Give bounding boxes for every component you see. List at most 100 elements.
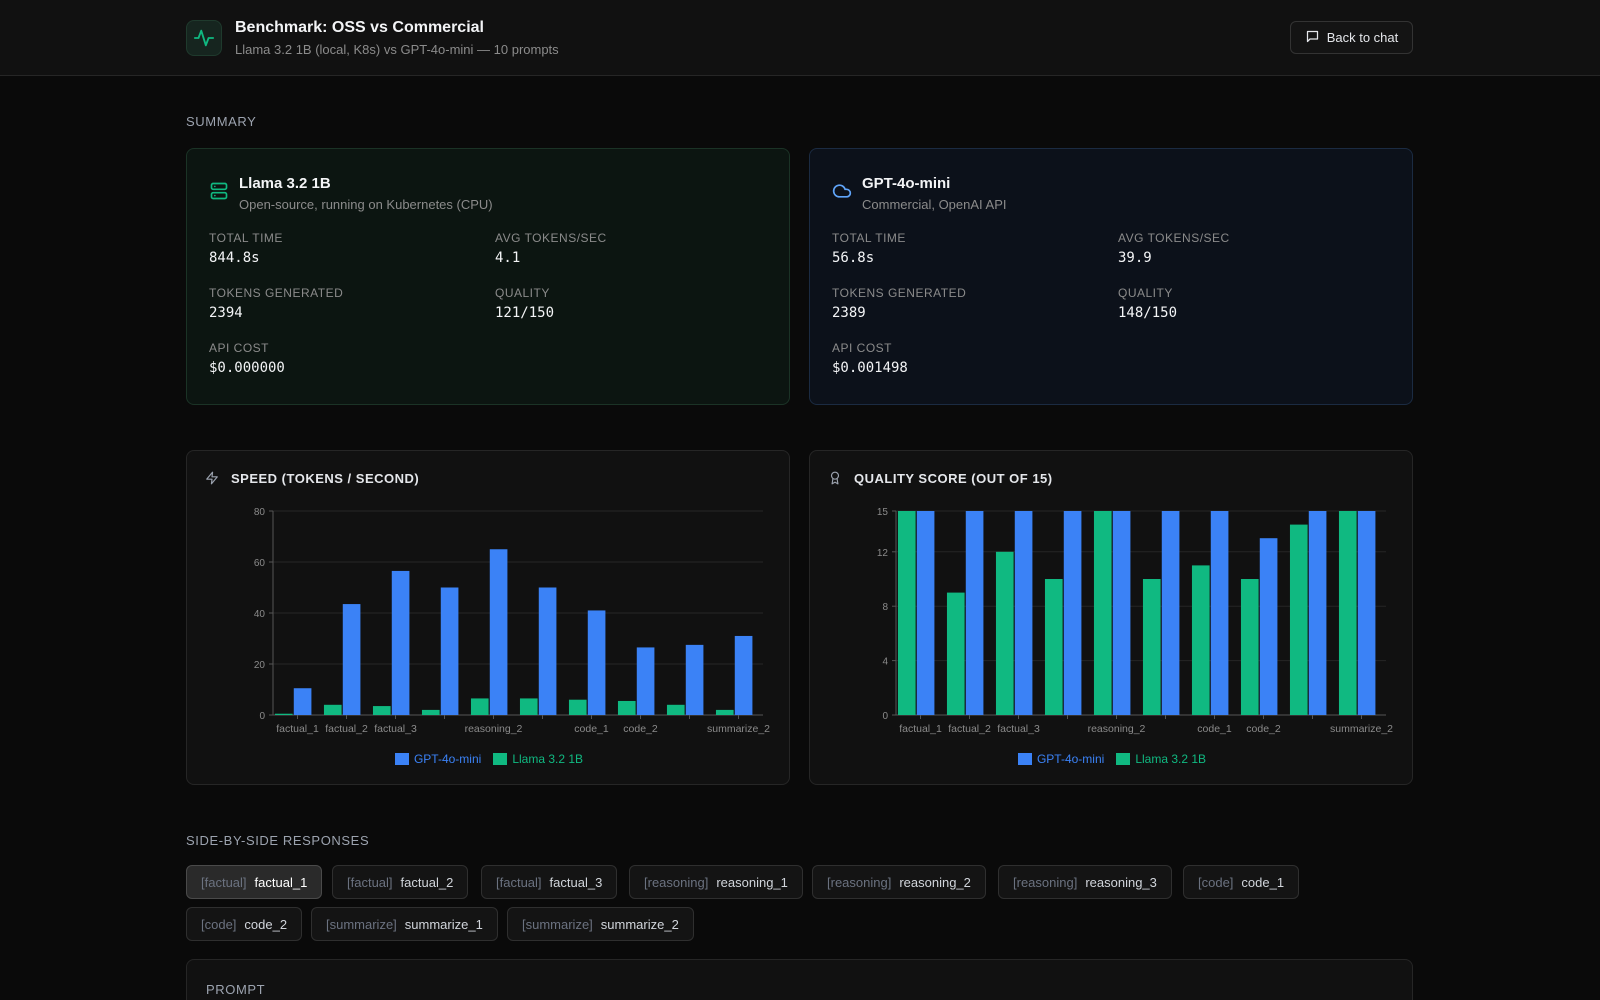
x-tick-label: factual_1 [276,723,319,735]
oss-stat-tokens: Tokens Generated 2394 [209,286,344,321]
bar-gpt-code_1 [1210,511,1229,715]
tab-factual_1[interactable]: [factual] factual_1 [186,865,323,899]
bar-gpt-reasoning_1 [440,587,459,715]
speed-chart-legend: GPT-4o-mini Llama 3.2 1B [187,752,791,766]
x-tick-label: code_1 [1197,723,1232,735]
tab-summarize_1[interactable]: [summarize] summarize_1 [311,907,498,941]
y-tick-label: 4 [882,657,888,668]
tab-reasoning_2[interactable]: [reasoning] reasoning_2 [812,865,986,899]
bar-llama-summarize_2 [1338,511,1357,715]
cloud-icon [832,181,852,206]
commercial-model-name: GPT-4o-mini [862,175,951,192]
bar-gpt-factual_3 [1014,511,1033,715]
bar-llama-summarize_2 [715,709,734,715]
x-tick-label: code_1 [574,723,609,735]
bar-llama-factual_3 [995,551,1014,715]
commercial-stat-avg-tps: Avg Tokens/Sec 39.9 [1118,231,1230,266]
bar-gpt-reasoning_3 [538,587,557,715]
summary-card-oss: Llama 3.2 1B Open-source, running on Kub… [186,148,790,405]
oss-stat-total-time: Total Time 844.8s [209,231,283,266]
tab-reasoning_1[interactable]: [reasoning] reasoning_1 [629,865,803,899]
bar-gpt-summarize_1 [1308,511,1327,715]
tab-summarize_2[interactable]: [summarize] summarize_2 [507,907,694,941]
quality-chart-legend: GPT-4o-mini Llama 3.2 1B [810,752,1414,766]
legend-gpt: GPT-4o-mini [1017,752,1104,766]
page-title: Benchmark: OSS vs Commercial [235,19,484,36]
prompt-card: Prompt [186,959,1413,1000]
y-tick-label: 60 [254,558,266,569]
lightning-icon [205,470,219,491]
server-icon [209,181,229,206]
top-bar: Benchmark: OSS vs Commercial Llama 3.2 1… [0,0,1600,76]
bar-llama-reasoning_1 [421,709,440,715]
bar-llama-code_1 [568,699,587,715]
back-to-chat-button[interactable]: Back to chat [1290,21,1413,54]
tab-code_2[interactable]: [code] code_2 [186,907,303,941]
page-subtitle: Llama 3.2 1B (local, K8s) vs GPT-4o-mini… [235,42,559,57]
y-tick-label: 8 [882,602,888,613]
chat-bubble-icon [1305,29,1320,47]
bar-llama-reasoning_2 [470,698,489,715]
bar-gpt-summarize_2 [734,635,753,715]
bar-gpt-code_2 [1259,538,1278,715]
bar-llama-factual_2 [946,592,965,715]
bar-llama-summarize_1 [666,704,685,715]
bar-gpt-factual_2 [342,604,361,715]
bar-llama-summarize_1 [1289,524,1308,715]
bar-llama-code_1 [1191,565,1210,715]
tab-reasoning_3[interactable]: [reasoning] reasoning_3 [998,865,1172,899]
commercial-stat-tokens: Tokens Generated 2389 [832,286,967,321]
bar-llama-reasoning_3 [519,698,538,715]
x-tick-label: factual_2 [325,723,368,735]
x-tick-label: summarize_2 [707,723,770,735]
speed-chart: 0 20 40 60 80 factual_1 factual_2 factual_3 reas… [254,507,770,735]
tab-factual_2[interactable]: [factual] factual_2 [332,865,469,899]
oss-stat-avg-tps: Avg Tokens/Sec 4.1 [495,231,607,266]
legend-llama: Llama 3.2 1B [1116,752,1206,766]
responses-heading: Side-by-side responses [186,833,370,848]
bar-llama-factual_1 [274,713,293,715]
commercial-model-desc: Commercial, OpenAI API [862,197,1007,212]
oss-model-desc: Open-source, running on Kubernetes (CPU) [239,197,493,212]
legend-llama: Llama 3.2 1B [493,752,583,766]
bar-llama-factual_3 [372,706,391,715]
oss-stat-quality: Quality 121/150 [495,286,555,321]
activity-icon [186,20,222,56]
x-tick-label: factual_1 [899,723,942,735]
bar-llama-reasoning_2 [1093,511,1112,715]
x-tick-label: factual_3 [374,723,417,735]
speed-chart-card: Speed (tokens / second) 0 20 40 60 80 factual… [186,450,790,785]
tab-factual_3[interactable]: [factual] factual_3 [481,865,618,899]
quality-chart-card: Quality score (out of 15) 0 4 8 12 15 factual… [809,450,1413,785]
tab-code_1[interactable]: [code] code_1 [1183,865,1300,899]
x-tick-label: code_2 [1246,723,1281,735]
oss-stat-cost: API Cost $0.000000 [209,341,285,376]
x-tick-label: code_2 [623,723,658,735]
commercial-stat-total-time: Total Time 56.8s [832,231,906,266]
y-tick-label: 0 [259,711,265,722]
x-tick-label: reasoning_2 [465,723,523,735]
legend-gpt: GPT-4o-mini [394,752,481,766]
bar-gpt-code_2 [636,647,655,715]
award-icon [828,470,842,491]
summary-heading: Summary [186,114,257,129]
y-tick-label: 0 [882,711,888,722]
bar-gpt-factual_2 [965,511,984,715]
commercial-stat-cost: API Cost $0.001498 [832,341,908,376]
y-tick-label: 80 [254,507,266,518]
speed-chart-title: Speed (tokens / second) [231,471,420,486]
quality-chart: 0 4 8 12 15 factual_1 factual_2 factual_3 reason… [877,507,1393,735]
bar-gpt-summarize_1 [685,644,704,715]
bar-llama-code_2 [1240,579,1259,715]
commercial-stat-quality: Quality 148/150 [1118,286,1178,321]
prompt-heading: Prompt [206,982,266,997]
bar-llama-reasoning_3 [1142,579,1161,715]
bar-llama-factual_1 [897,511,916,715]
summary-card-commercial: GPT-4o-mini Commercial, OpenAI API Total… [809,148,1413,405]
x-tick-label: summarize_2 [1330,723,1393,735]
x-tick-label: factual_2 [948,723,991,735]
x-tick-label: factual_3 [997,723,1040,735]
bar-gpt-reasoning_2 [1112,511,1131,715]
bar-llama-reasoning_1 [1044,579,1063,715]
bar-llama-factual_2 [323,704,342,715]
